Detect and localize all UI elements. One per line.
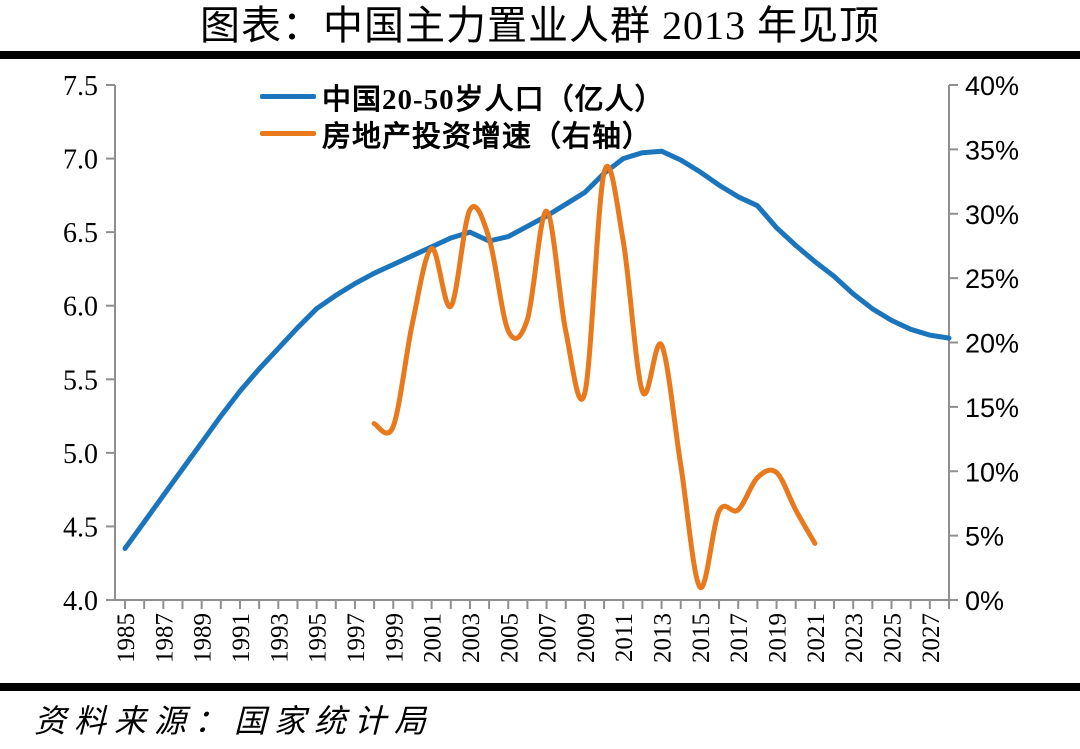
y-right-tick-label: 10% — [965, 457, 1019, 487]
y-left-tick-label: 7.5 — [63, 71, 98, 102]
y-right-tick-label: 0% — [965, 586, 1004, 616]
x-tick-label-group: 2011 — [611, 613, 638, 662]
chart-area: 4.0 4.5 5.0 5.5 6.0 6.5 7.0 7.5 0% 5% 10% 15% 20% 25%… — [0, 60, 1080, 682]
x-tick-label-group: 2001 — [420, 613, 447, 663]
x-tick-label-group: 2017 — [726, 613, 753, 663]
x-tick-label-group: 2015 — [688, 613, 715, 663]
y-left-tick-label: 4.0 — [63, 586, 98, 617]
legend-label-investment: 房地产投资增速（右轴） — [322, 120, 653, 153]
x-tick-label: 2003 — [458, 613, 485, 663]
x-tick-label: 2005 — [496, 613, 523, 663]
y-right-tick-label: 40% — [965, 71, 1019, 101]
chart-legend: 中国20-50岁人口（亿人） 房地产投资增速（右轴） — [260, 78, 665, 153]
y-left-tick-label: 5.0 — [63, 439, 98, 470]
y-left-tick-label: 7.0 — [63, 145, 98, 176]
y-right-tick-label: 5% — [965, 522, 1004, 552]
y-right-tick-label: 25% — [965, 264, 1019, 294]
legend-item-investment: 房地产投资增速（右轴） — [260, 115, 665, 153]
x-tick-label-group: 2013 — [650, 613, 677, 663]
x-tick-label: 2007 — [535, 613, 562, 663]
x-tick-label-group: 1991 — [228, 613, 255, 663]
source-divider — [0, 683, 1080, 691]
x-tick-label-group: 2009 — [573, 613, 600, 663]
x-tick-label: 2025 — [880, 613, 907, 663]
x-tick-label: 2011 — [611, 613, 638, 662]
x-tick-label: 2013 — [650, 613, 677, 663]
x-tick-label: 2019 — [765, 613, 792, 663]
x-tick-label: 1987 — [151, 613, 178, 663]
x-tick-label: 1995 — [305, 613, 332, 663]
x-tick-label-group: 1989 — [190, 613, 217, 663]
y-right-tick-label: 30% — [965, 200, 1019, 230]
x-tick-label: 1993 — [266, 613, 293, 663]
population-20-50-line — [122, 148, 952, 551]
x-tick-label-group: 2023 — [841, 613, 868, 663]
legend-swatch-investment-line-icon — [260, 131, 316, 136]
title-divider — [0, 51, 1080, 59]
chart-title: 图表：中国主力置业人群 2013 年见顶 — [200, 3, 880, 48]
y-right-tick-label: 20% — [965, 329, 1019, 359]
x-tick-label-group: 1985 — [113, 613, 140, 663]
real-estate-investment-growth-line — [371, 163, 818, 590]
x-tick-label: 2017 — [726, 613, 753, 663]
x-tick-label: 2023 — [841, 613, 868, 663]
x-tick-label-group: 1993 — [266, 613, 293, 663]
x-tick-label-group: 1999 — [381, 613, 408, 663]
source-note: 资料来源：国家统计局 — [34, 703, 435, 739]
x-tick-label-group: 1987 — [151, 613, 178, 663]
y-left-tick-label: 6.5 — [63, 218, 98, 249]
x-tick-label: 1991 — [228, 613, 255, 663]
legend-swatch-population-line-icon — [260, 94, 316, 99]
x-tick-label: 1985 — [113, 613, 140, 663]
x-tick-label: 1999 — [381, 613, 408, 663]
y-right-tick-label: 15% — [965, 393, 1019, 423]
x-tick-label-group: 2021 — [803, 613, 830, 663]
legend-label-population: 中国20-50岁人口（亿人） — [322, 83, 665, 116]
x-tick-label-group: 2027 — [918, 613, 945, 663]
x-tick-label: 2009 — [573, 613, 600, 663]
y-left-tick-label: 6.0 — [63, 292, 98, 323]
y-left-tick-label: 5.5 — [63, 365, 98, 396]
x-tick-label: 1997 — [343, 613, 370, 663]
line-chart-canvas: 4.0 4.5 5.0 5.5 6.0 6.5 7.0 7.5 0% 5% 10% 15% 20% 25%… — [63, 71, 1019, 663]
x-tick-label-group: 1997 — [343, 613, 370, 663]
y-right-tick-label: 35% — [965, 135, 1019, 165]
x-tick-label-group: 2025 — [880, 613, 907, 663]
x-tick-label: 2015 — [688, 613, 715, 663]
x-tick-label: 2021 — [803, 613, 830, 663]
x-tick-label-group: 2003 — [458, 613, 485, 663]
x-tick-label: 2001 — [420, 613, 447, 663]
x-tick-label: 1989 — [190, 613, 217, 663]
y-left-tick-label: 4.5 — [63, 512, 98, 543]
x-tick-label-group: 2005 — [496, 613, 523, 663]
x-tick-label-group: 2007 — [535, 613, 562, 663]
x-tick-label-group: 2019 — [765, 613, 792, 663]
x-tick-label: 2027 — [918, 613, 945, 663]
legend-item-population: 中国20-50岁人口（亿人） — [260, 78, 665, 116]
x-tick-label-group: 1995 — [305, 613, 332, 663]
